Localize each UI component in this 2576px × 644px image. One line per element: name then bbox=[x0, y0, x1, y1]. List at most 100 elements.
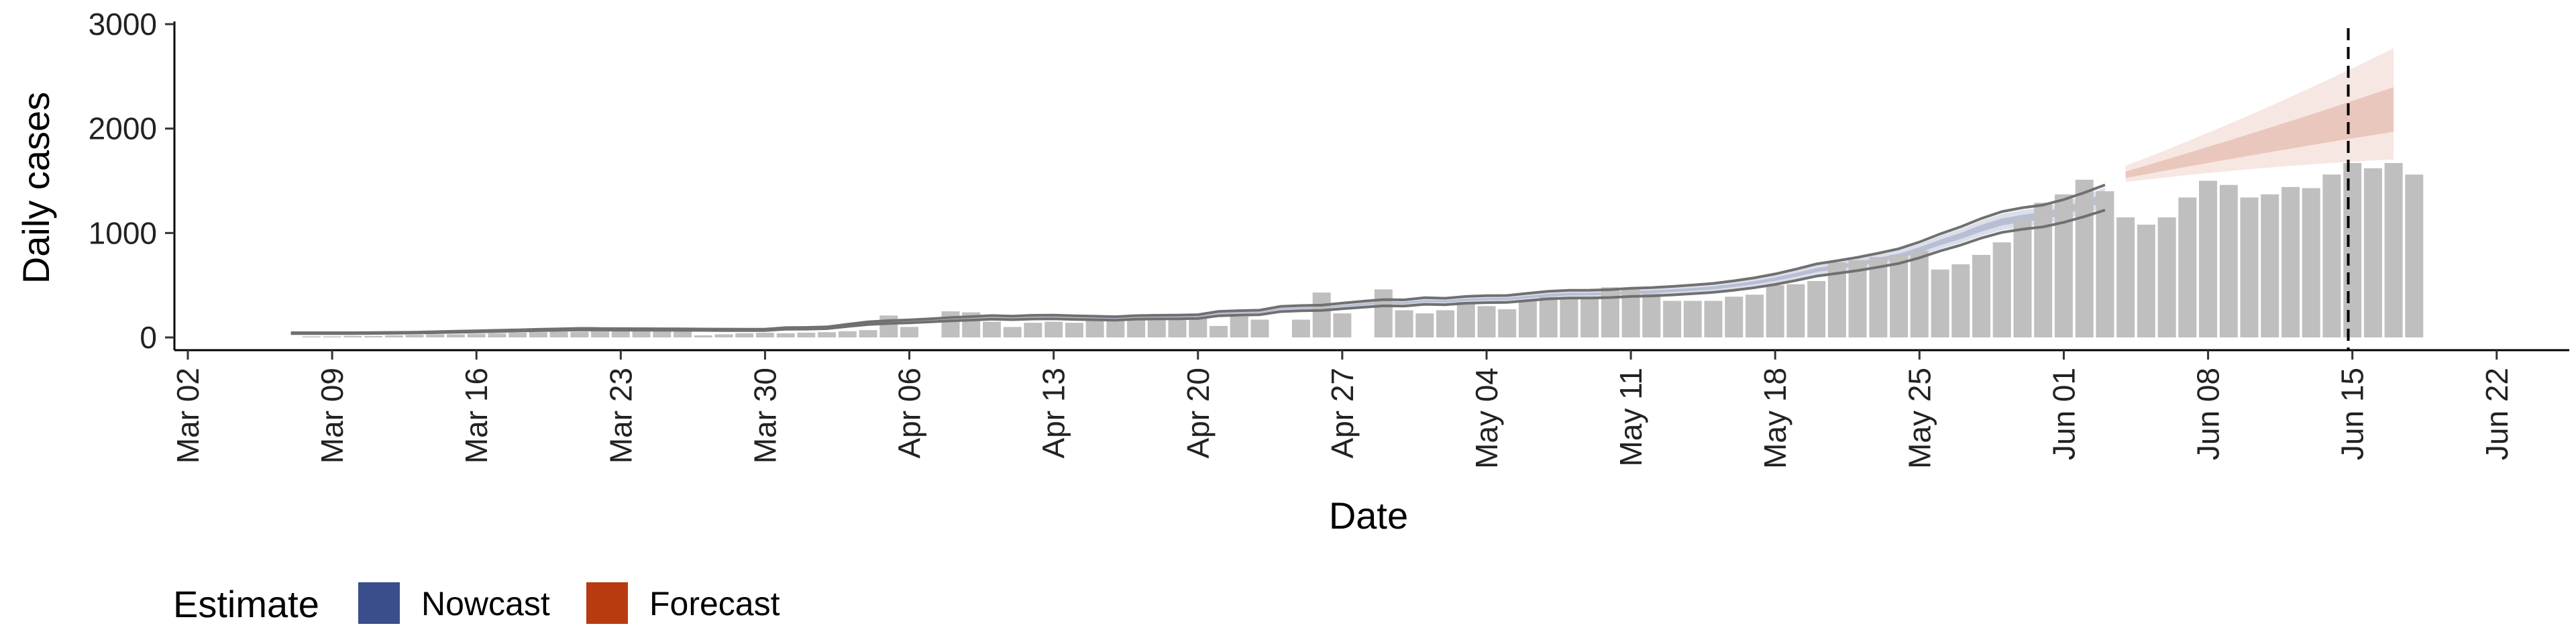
case-bar bbox=[467, 333, 486, 337]
x-tick-label: Apr 27 bbox=[1325, 368, 1360, 459]
legend-title: Estimate bbox=[173, 583, 319, 625]
case-bar bbox=[1931, 269, 1949, 337]
x-tick-label: Jun 08 bbox=[2191, 368, 2226, 460]
x-axis-title: Date bbox=[1329, 494, 1408, 537]
case-bar bbox=[1746, 294, 1764, 337]
case-bar bbox=[1807, 280, 1826, 337]
case-bar bbox=[1168, 317, 1187, 337]
case-bar bbox=[2405, 174, 2424, 337]
case-bar bbox=[2384, 163, 2403, 337]
case-bar bbox=[1786, 284, 1805, 337]
case-bar bbox=[1415, 313, 1434, 337]
case-bar bbox=[2322, 174, 2341, 337]
case-bar bbox=[2240, 197, 2259, 337]
case-bar bbox=[2013, 219, 2032, 337]
y-tick-label: 2000 bbox=[89, 111, 157, 146]
legend-label-nowcast: Nowcast bbox=[421, 585, 550, 623]
case-bar bbox=[1456, 302, 1475, 337]
case-bar bbox=[1477, 306, 1496, 337]
x-tick-label: May 11 bbox=[1613, 368, 1648, 466]
y-tick-label: 3000 bbox=[89, 7, 157, 42]
y-tick-label: 0 bbox=[140, 320, 157, 355]
case-bar bbox=[1663, 301, 1682, 337]
case-bars bbox=[302, 163, 2424, 337]
case-bar bbox=[2075, 179, 2094, 337]
case-bar bbox=[611, 330, 630, 337]
case-bar bbox=[694, 335, 712, 337]
case-bar bbox=[983, 321, 1001, 337]
case-bar bbox=[529, 332, 547, 337]
case-bar bbox=[447, 334, 465, 337]
nowcast-lower-line bbox=[290, 209, 2106, 335]
x-tick-label: Jun 22 bbox=[2479, 368, 2514, 460]
case-bar bbox=[1683, 301, 1702, 337]
case-bar bbox=[776, 333, 795, 337]
case-bar bbox=[343, 335, 362, 337]
case-bar bbox=[426, 334, 445, 337]
case-bar bbox=[1085, 321, 1104, 337]
case-bar bbox=[508, 333, 527, 337]
case-bar bbox=[2178, 197, 2197, 337]
case-bar bbox=[1024, 323, 1042, 337]
case-bar bbox=[1189, 316, 1208, 337]
case-bar bbox=[1972, 255, 1990, 337]
case-bar bbox=[2096, 191, 2114, 337]
case-bar bbox=[364, 335, 383, 337]
case-bar bbox=[900, 327, 918, 337]
case-bar bbox=[2199, 180, 2217, 337]
case-bar bbox=[2302, 188, 2320, 337]
case-bar bbox=[1766, 285, 1784, 337]
legend: Estimate Nowcast Forecast bbox=[173, 582, 780, 625]
case-bar bbox=[384, 335, 403, 337]
case-bar bbox=[1250, 319, 1269, 337]
case-bar bbox=[405, 335, 424, 337]
case-bar bbox=[570, 331, 589, 337]
case-bar bbox=[2219, 184, 2238, 337]
case-bar bbox=[302, 336, 321, 337]
x-tick-label: Mar 09 bbox=[315, 368, 350, 464]
case-bar bbox=[1580, 297, 1599, 337]
legend-label-forecast: Forecast bbox=[649, 585, 780, 623]
case-bar bbox=[2261, 194, 2279, 337]
case-bar bbox=[2034, 203, 2053, 337]
x-tick-label: Mar 23 bbox=[603, 368, 638, 464]
case-bar bbox=[1518, 301, 1537, 337]
case-bar bbox=[1601, 287, 1619, 337]
case-bar bbox=[653, 330, 672, 337]
axes: 0 1000 2000 3000 Mar 02 Mar 09 Mar 16 Mar 23 Mar… bbox=[89, 7, 2569, 469]
forecast-band-outer bbox=[2125, 48, 2394, 182]
case-bar bbox=[1642, 293, 1661, 337]
case-bar bbox=[2363, 168, 2382, 337]
case-bar bbox=[1869, 257, 1888, 337]
x-tick-label: Mar 02 bbox=[170, 368, 205, 464]
x-tick-label: Mar 16 bbox=[459, 368, 494, 464]
case-bar bbox=[859, 330, 877, 337]
case-bar bbox=[1725, 297, 1743, 337]
case-bar bbox=[1312, 292, 1331, 337]
case-bar bbox=[838, 331, 857, 337]
case-bar bbox=[1147, 319, 1166, 337]
case-bar bbox=[1106, 321, 1125, 337]
forecast-band-inner bbox=[2125, 87, 2394, 178]
case-bar bbox=[2137, 224, 2155, 337]
x-tick-label: May 04 bbox=[1469, 368, 1504, 469]
x-tick-label: Jun 15 bbox=[2335, 368, 2370, 460]
case-bar bbox=[1704, 301, 1723, 337]
case-bar bbox=[1436, 310, 1454, 337]
case-bar bbox=[2157, 217, 2176, 337]
case-bar bbox=[1395, 310, 1413, 337]
case-bar bbox=[2282, 186, 2300, 337]
x-tick-label: Mar 30 bbox=[747, 368, 782, 464]
x-tick-label: Jun 01 bbox=[2046, 368, 2081, 460]
case-bar bbox=[1333, 313, 1352, 337]
case-bar bbox=[549, 331, 568, 337]
case-bar bbox=[1890, 255, 1909, 337]
case-bar bbox=[632, 330, 651, 337]
case-bar bbox=[2054, 194, 2073, 337]
y-axis-title: Daily cases bbox=[15, 92, 57, 284]
case-bar bbox=[755, 333, 774, 337]
nowcast-outline bbox=[290, 183, 2106, 335]
case-bar bbox=[879, 315, 898, 337]
case-bar bbox=[323, 336, 341, 337]
